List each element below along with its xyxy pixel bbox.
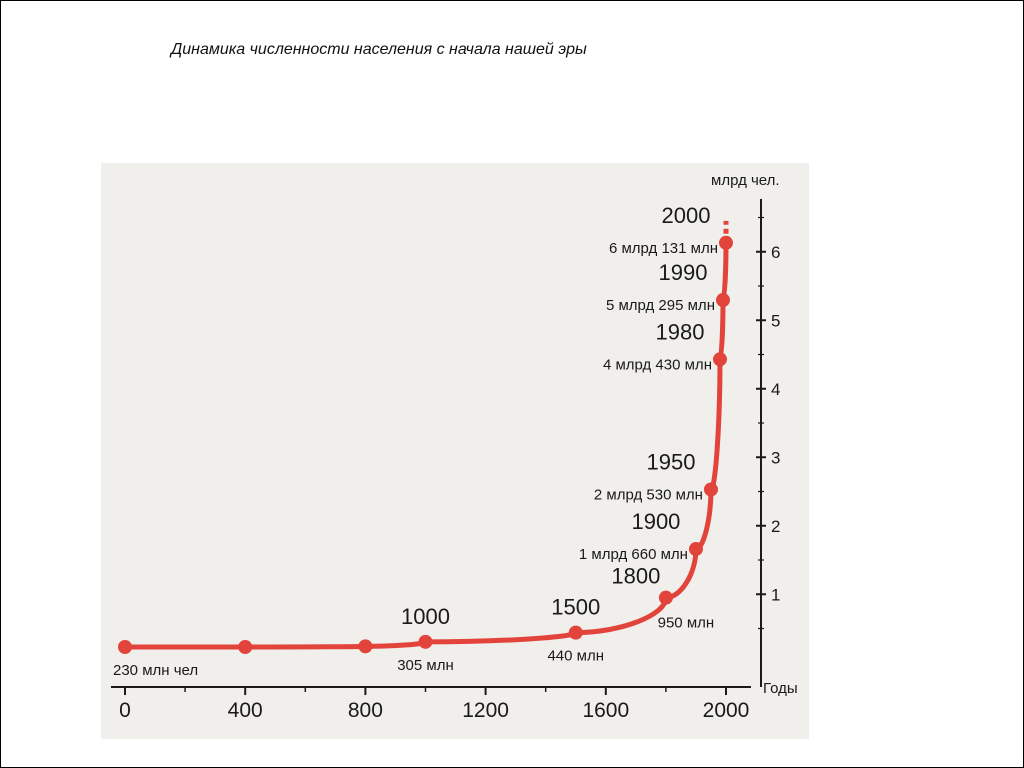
y-tick-label: 2 [771, 517, 780, 536]
annotation-population: 4 млрд 430 млн [603, 356, 712, 373]
annotation-year: 1950 [646, 449, 695, 474]
data-point [712, 352, 727, 367]
annotation-population: 440 млн [547, 648, 604, 665]
population-chart: 0 400 800 1200 1600 2000 Годы 1 2 3 4 5 6 млрд чел. 23… [111, 172, 798, 722]
annotation-population: 1 млрд 660 млн [579, 546, 688, 563]
annotation-year: 1000 [401, 604, 450, 629]
data-point [358, 639, 373, 654]
data-point [715, 293, 730, 308]
annotation-year: 1980 [656, 319, 705, 344]
data-point [688, 542, 703, 557]
x-tick-label: 1200 [462, 699, 509, 722]
annotation-year: 1990 [659, 260, 708, 285]
data-point [118, 640, 132, 654]
annotation-population: 305 млн [397, 657, 454, 674]
data-point [568, 625, 583, 640]
annotation-year: 2000 [662, 203, 711, 228]
annotation-population: 2 млрд 530 млн [594, 486, 703, 503]
data-point [719, 235, 733, 250]
y-axis-label: млрд чел. [711, 172, 780, 189]
annotation-population: 6 млрд 131 млн [609, 240, 718, 257]
annotation-year: 1500 [551, 595, 600, 620]
x-axis-label: Годы [763, 680, 798, 697]
x-tick-label: 2000 [703, 699, 750, 722]
data-point [703, 482, 718, 497]
data-point [418, 634, 433, 649]
data-point [658, 590, 673, 605]
x-tick-label: 800 [348, 699, 383, 722]
x-tick-label: 400 [228, 699, 263, 722]
y-tick-label: 3 [771, 448, 780, 467]
y-tick-label: 4 [771, 380, 780, 399]
y-tick-label: 6 [771, 243, 780, 262]
annotation-year: 1900 [631, 509, 680, 534]
data-point [238, 640, 253, 654]
y-tick-label: 1 [771, 585, 780, 604]
annotation-population: 230 млн чел [113, 662, 198, 679]
annotation-population: 5 млрд 295 млн [606, 297, 715, 314]
slide-title: Динамика численности населения с начала … [171, 41, 587, 58]
y-tick-label: 5 [771, 311, 780, 330]
x-tick-label: 0 [119, 699, 131, 722]
x-tick-label: 1600 [582, 699, 629, 722]
annotation-population: 950 млн [658, 615, 715, 632]
chart-frame: 0 400 800 1200 1600 2000 Годы 1 2 3 4 5 6 млрд чел. 23… [101, 163, 809, 739]
annotation-year: 1800 [611, 564, 660, 589]
